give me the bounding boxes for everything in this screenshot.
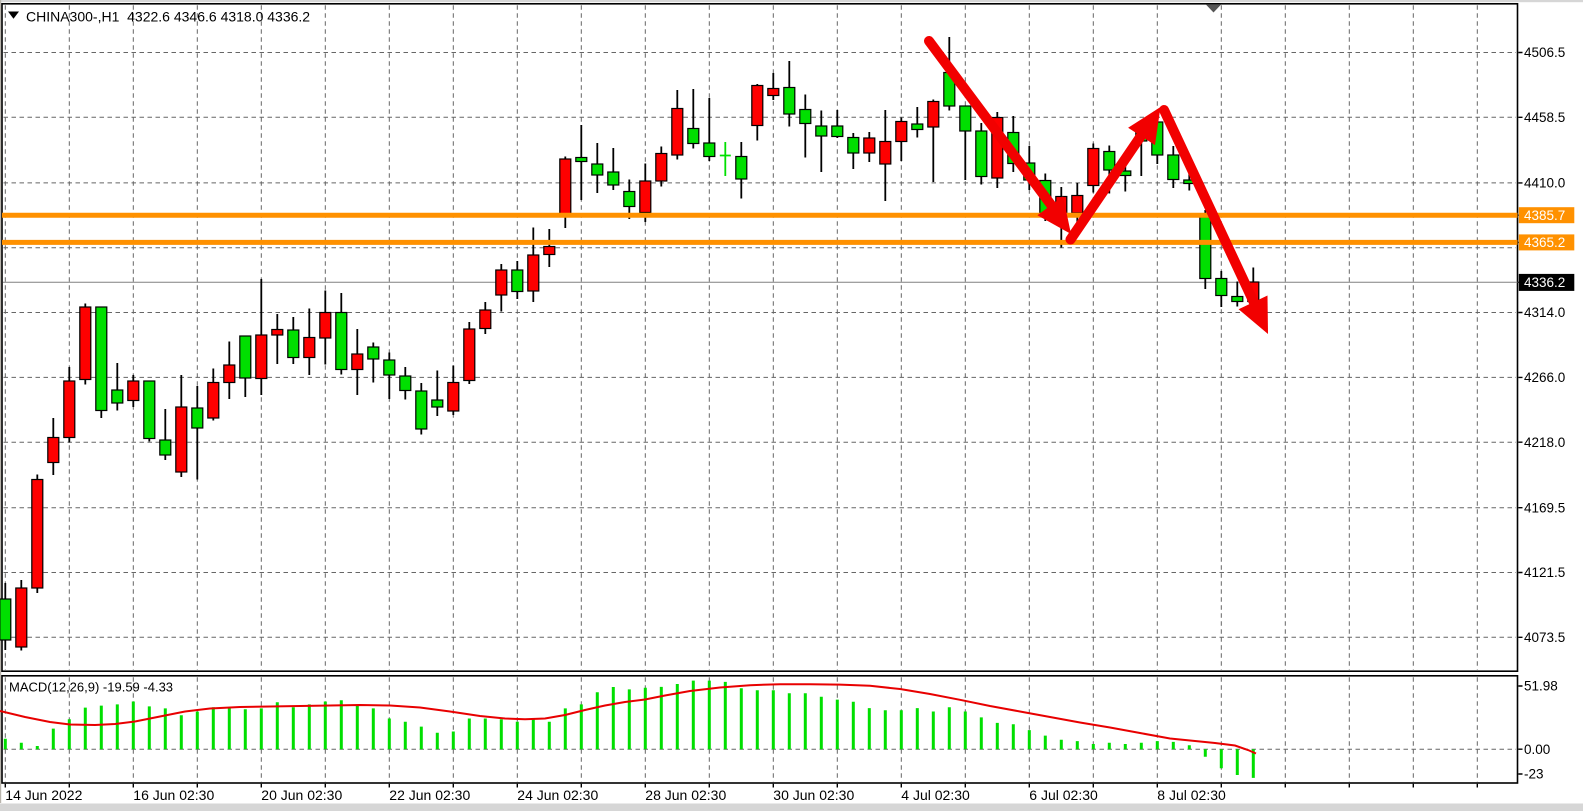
svg-text:6 Jul 02:30: 6 Jul 02:30 [1029, 787, 1098, 803]
svg-text:CHINA300-,H1 4322.6 4346.6 43: CHINA300-,H1 4322.6 4346.6 4318.0 4336.2 [26, 9, 310, 25]
svg-text:22 Jun 02:30: 22 Jun 02:30 [389, 787, 470, 803]
svg-text:4458.5: 4458.5 [1524, 110, 1565, 125]
svg-text:4336.2: 4336.2 [1524, 275, 1565, 290]
svg-text:4266.0: 4266.0 [1524, 370, 1565, 385]
svg-text:4073.5: 4073.5 [1524, 630, 1565, 645]
svg-text:24 Jun 02:30: 24 Jun 02:30 [517, 787, 598, 803]
svg-text:4218.0: 4218.0 [1524, 435, 1565, 450]
svg-text:28 Jun 02:30: 28 Jun 02:30 [645, 787, 726, 803]
svg-text:MACD(12,26,9) -19.59 -4.33: MACD(12,26,9) -19.59 -4.33 [9, 680, 173, 695]
svg-text:4385.7: 4385.7 [1524, 208, 1565, 223]
svg-text:14 Jun 2022: 14 Jun 2022 [5, 787, 82, 803]
svg-text:4314.0: 4314.0 [1524, 305, 1565, 320]
svg-text:4121.5: 4121.5 [1524, 565, 1565, 580]
svg-text:4365.2: 4365.2 [1524, 235, 1565, 250]
svg-text:8 Jul 02:30: 8 Jul 02:30 [1157, 787, 1226, 803]
svg-text:0.00: 0.00 [1524, 742, 1550, 757]
svg-text:16 Jun 02:30: 16 Jun 02:30 [133, 787, 214, 803]
svg-text:20 Jun 02:30: 20 Jun 02:30 [261, 787, 342, 803]
svg-text:4169.5: 4169.5 [1524, 500, 1565, 515]
svg-text:30 Jun 02:30: 30 Jun 02:30 [773, 787, 854, 803]
svg-text:4 Jul 02:30: 4 Jul 02:30 [901, 787, 970, 803]
svg-text:4410.0: 4410.0 [1524, 176, 1565, 191]
svg-text:51.98: 51.98 [1524, 679, 1558, 694]
svg-text:4506.5: 4506.5 [1524, 45, 1565, 60]
svg-text:-23: -23 [1524, 767, 1544, 782]
